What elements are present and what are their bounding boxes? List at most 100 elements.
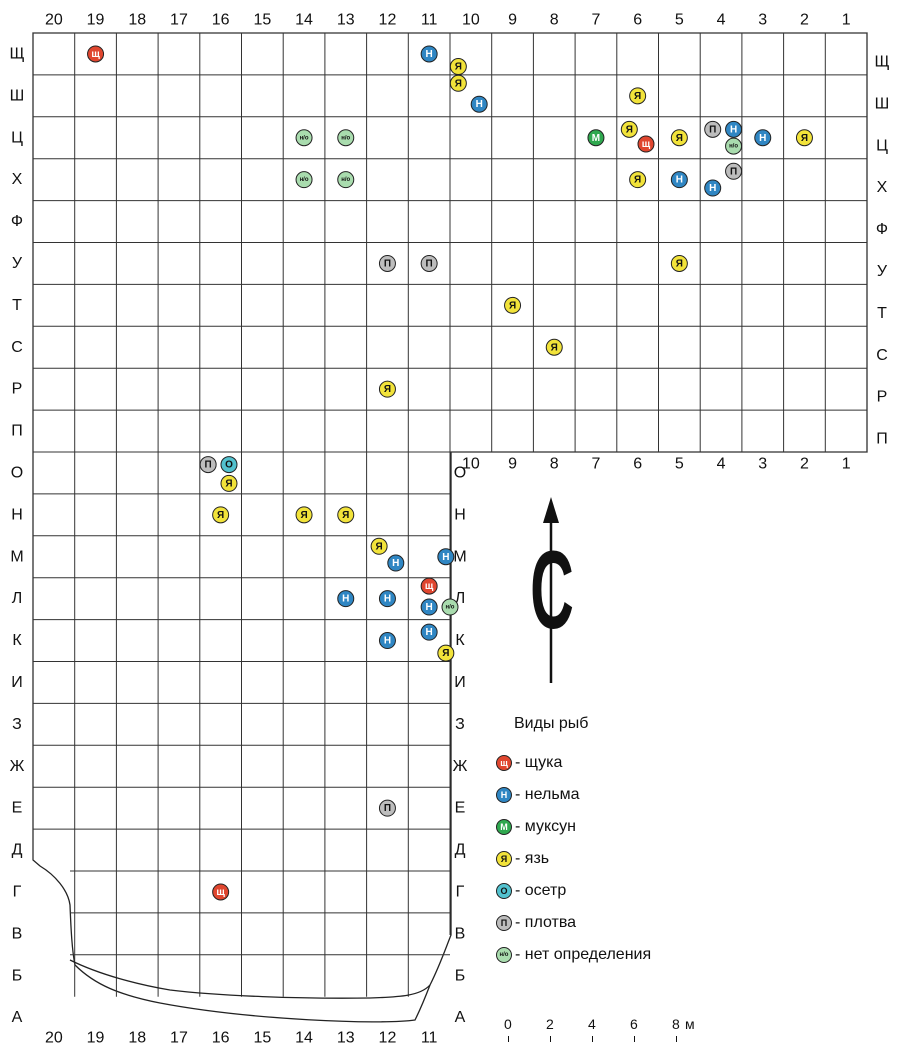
find-marker-circle: [420, 623, 438, 641]
find-marker-glyph: Я: [551, 342, 558, 353]
find-marker: П: [378, 254, 396, 272]
find-marker-circle: [670, 129, 688, 147]
find-marker: О: [220, 456, 238, 474]
find-marker-glyph: Н: [384, 594, 391, 605]
find-marker: Н: [420, 45, 438, 63]
find-marker: Н: [470, 95, 488, 113]
col-label-top: 3: [758, 12, 767, 29]
col-label-top: 17: [170, 12, 188, 29]
find-marker-glyph: щ: [642, 139, 651, 150]
scale-tick: [508, 1036, 509, 1042]
find-marker-glyph: н/о: [446, 605, 455, 611]
col-label-top: 9: [508, 12, 517, 29]
find-marker-circle: [629, 171, 647, 189]
find-marker-glyph: Н: [426, 49, 433, 60]
col-label-ne: 1: [842, 456, 851, 473]
row-label-right: П: [876, 431, 888, 448]
find-marker-glyph: Н: [426, 627, 433, 638]
find-marker-glyph: н/о: [341, 135, 350, 141]
scale-unit: м: [685, 1016, 695, 1032]
row-label-right: З: [455, 716, 465, 733]
col-label-top: 15: [253, 12, 271, 29]
row-label-left: К: [12, 632, 22, 649]
find-marker: Я: [212, 506, 230, 524]
find-marker-glyph: Я: [455, 78, 462, 89]
row-label-left: Д: [12, 842, 23, 859]
find-marker: Н: [337, 590, 355, 608]
legend: Виды рыб щ- щука Н - нельма М - муксун Я - язь…: [496, 715, 756, 971]
row-label-right: И: [454, 674, 466, 691]
find-marker: Н: [387, 554, 405, 572]
find-marker-glyph: Н: [759, 133, 766, 144]
col-label-top: 6: [633, 12, 642, 29]
find-marker-circle: [199, 456, 217, 474]
find-marker: Я: [449, 58, 467, 76]
find-marker-glyph: П: [384, 803, 391, 814]
find-marker-glyph: Н: [384, 636, 391, 647]
row-label-right: Д: [455, 842, 466, 859]
col-label-bottom: 11: [421, 1030, 438, 1047]
scale-tick: [592, 1036, 593, 1042]
find-marker-circle: [704, 179, 722, 197]
find-marker-circle: [449, 74, 467, 92]
find-marker-circle: [725, 137, 743, 155]
legend-swatch-icon: П: [496, 915, 512, 931]
legend-item: щ- щука: [496, 747, 756, 779]
find-marker-circle: [420, 598, 438, 616]
col-label-ne: 6: [633, 456, 642, 473]
find-marker: П: [420, 254, 438, 272]
find-marker-glyph: щ: [216, 887, 225, 898]
row-label-right: Г: [456, 883, 465, 900]
find-marker-glyph: Я: [676, 258, 683, 269]
legend-label: - щука: [515, 754, 563, 771]
row-label-left: Т: [12, 297, 22, 314]
find-marker: н/о: [337, 129, 355, 147]
find-marker-circle: [670, 171, 688, 189]
legend-label: - язь: [515, 850, 550, 867]
find-marker: П: [199, 456, 217, 474]
col-label-top: 4: [717, 12, 726, 29]
find-marker-circle: [220, 456, 238, 474]
legend-item: М- муксун: [496, 811, 756, 843]
find-marker-glyph: Я: [455, 62, 462, 73]
row-label-right: Ц: [876, 137, 888, 154]
find-marker: Н: [378, 632, 396, 650]
legend-swatch-icon: н/о: [496, 947, 512, 963]
find-marker-circle: [87, 45, 105, 63]
col-label-top: 8: [550, 12, 559, 29]
find-marker-circle: [670, 254, 688, 272]
find-marker-circle: [370, 537, 388, 555]
legend-label: - нельма: [515, 786, 580, 803]
find-marker-glyph: Я: [384, 384, 391, 395]
row-label-right: Т: [877, 305, 887, 322]
find-marker-circle: [437, 548, 455, 566]
find-marker-circle: [295, 506, 313, 524]
find-marker-circle: [725, 162, 743, 180]
find-marker-circle: [754, 129, 772, 147]
find-marker-glyph: П: [709, 124, 716, 135]
row-label-left: И: [11, 674, 23, 691]
row-label-right: Ш: [875, 95, 890, 112]
find-marker-glyph: Я: [217, 510, 224, 521]
find-marker-glyph: О: [225, 460, 233, 471]
find-marker-circle: [449, 58, 467, 76]
find-marker-circle: [470, 95, 488, 113]
find-marker-glyph: М: [592, 133, 600, 144]
find-marker-glyph: Я: [442, 648, 449, 659]
row-label-left: Л: [12, 590, 23, 607]
row-label-right: А: [455, 1009, 466, 1026]
find-marker-glyph: Н: [709, 183, 716, 194]
legend-item: н/о - нет определения: [496, 939, 756, 971]
find-marker: щ: [87, 45, 105, 63]
col-label-top: 12: [379, 12, 397, 29]
col-label-top: 20: [45, 12, 63, 29]
find-marker-glyph: П: [426, 258, 433, 269]
find-marker: Н: [420, 598, 438, 616]
find-marker: н/о: [295, 171, 313, 189]
find-marker-circle: [629, 87, 647, 105]
find-marker-circle: [637, 135, 655, 153]
find-marker: Я: [545, 338, 563, 356]
find-marker-glyph: П: [205, 460, 212, 471]
find-marker-glyph: Я: [225, 478, 232, 489]
